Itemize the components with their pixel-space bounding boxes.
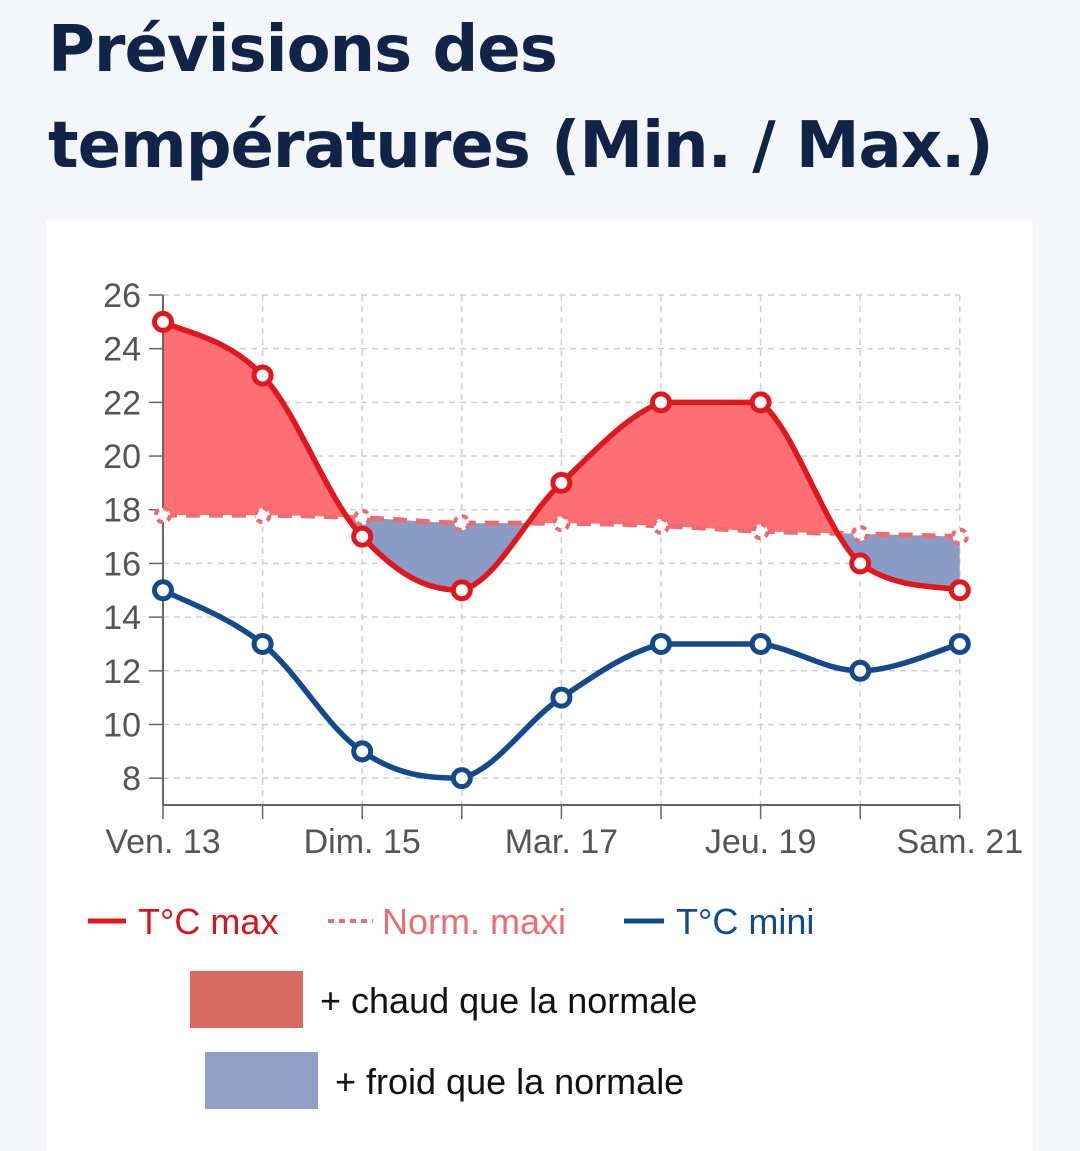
point-tmax: [550, 471, 573, 494]
x-tick-label: Mar. 17: [505, 823, 618, 861]
y-tick-label: 24: [103, 331, 141, 369]
legend-max-label: T°C max: [138, 901, 278, 942]
point-tmin: [351, 740, 374, 763]
point-tmax: [351, 525, 374, 548]
x-tick-label: Ven. 13: [105, 823, 220, 861]
point-norm-maxi: [751, 522, 770, 541]
point-tmin: [849, 659, 872, 682]
x-tick-label: Sam. 21: [896, 823, 1023, 861]
y-tick-label: 20: [103, 438, 141, 476]
y-tick-label: 8: [122, 760, 141, 798]
legend-norm-label: Norm. maxi: [382, 901, 566, 942]
y-tick-label: 16: [103, 545, 141, 583]
y-tick-label: 18: [103, 492, 141, 530]
point-tmin: [450, 767, 473, 790]
point-norm-maxi: [452, 514, 471, 533]
point-tmax: [749, 391, 772, 414]
point-tmax: [948, 579, 971, 602]
point-tmax: [650, 391, 672, 414]
y-tick-label: 14: [103, 599, 141, 637]
point-norm-maxi: [552, 514, 571, 533]
legend-min-label: T°C mini: [676, 901, 814, 942]
x-tick-label: Dim. 15: [304, 823, 421, 861]
y-tick-label: 12: [103, 653, 141, 691]
point-norm-maxi: [154, 506, 172, 525]
chart-title: Prévisions des températures (Min. / Max.…: [48, 13, 994, 183]
y-tick-label: 10: [103, 706, 141, 744]
point-norm-maxi: [652, 516, 670, 535]
y-tick-label: 26: [103, 277, 141, 315]
point-tmax: [450, 579, 473, 602]
legend-warmer-label: + chaud que la normale: [320, 980, 697, 1021]
point-norm-maxi: [851, 524, 870, 543]
point-tmax: [251, 364, 274, 387]
point-tmax: [849, 552, 872, 575]
legend-colder-swatch: [205, 1052, 318, 1109]
point-tmin: [550, 686, 573, 709]
x-tick-label: Jeu. 19: [705, 823, 817, 861]
point-norm-maxi: [950, 527, 969, 546]
point-tmin: [251, 632, 274, 655]
legend-warmer-swatch: [190, 971, 303, 1028]
chart-card: 8 10 12 14 16 18 20 22 24 26 Ven. 13 Dim. 15 Mar. 17…: [46, 221, 1033, 1151]
point-tmax: [152, 310, 174, 333]
point-tmin: [152, 579, 174, 602]
point-norm-maxi: [253, 506, 272, 525]
point-tmin: [749, 632, 772, 655]
point-tmin: [948, 632, 971, 655]
point-norm-maxi: [353, 508, 372, 527]
legend-colder-label: + froid que la normale: [335, 1061, 684, 1102]
y-tick-label: 22: [103, 384, 141, 422]
point-tmin: [650, 632, 672, 655]
temperature-chart: 8 10 12 14 16 18 20 22 24 26 Ven. 13 Dim. 15 Mar. 17…: [88, 277, 1023, 1109]
